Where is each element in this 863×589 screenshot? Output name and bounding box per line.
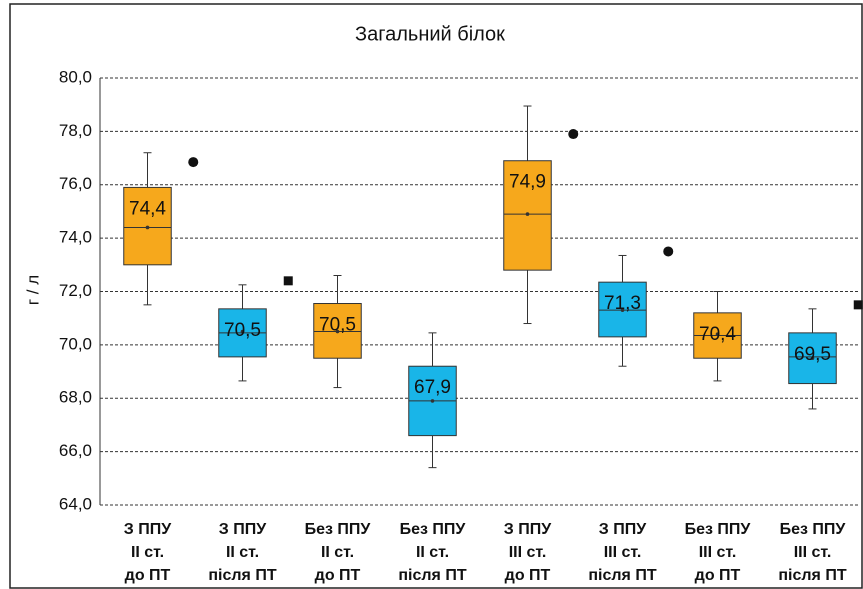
x-tick-label: до ПТ [505,567,551,584]
x-tick-label: ІІІ ст. [604,544,642,561]
x-tick-label: до ПТ [315,567,361,584]
mean-label: 67,9 [414,377,451,398]
mean-point [715,332,720,337]
x-tick-label: З ППУ [124,521,172,538]
x-tick-label: ІІ ст. [416,544,449,561]
x-tick-label: Без ППУ [400,521,467,538]
x-tick-label: ІІІ ст. [509,544,547,561]
mean-label: 70,4 [699,324,736,345]
x-tick-label: З ППУ [219,521,267,538]
frame [9,3,863,589]
x-tick-label: ІІІ ст. [699,544,737,561]
x-tick-label: З ППУ [599,521,647,538]
x-tick-label: ІІ ст. [321,544,354,561]
y-tick-label: 74,0 [59,228,92,247]
x-tick-label: після ПТ [398,567,466,584]
x-tick-label: до ПТ [695,567,741,584]
x-tick-label: до ПТ [125,567,171,584]
marker [663,246,674,257]
x-tick-label: Без ППУ [305,521,372,538]
y-tick-label: 80,0 [59,67,92,86]
mean-label: 70,5 [319,315,356,336]
marker [188,157,199,168]
mean-point [335,329,340,334]
y-tick-label: 78,0 [59,121,92,140]
mean-point [810,356,815,361]
x-tick-label: після ПТ [778,567,846,584]
mean-point [240,329,245,334]
y-tick-label: 64,0 [59,494,92,513]
marker [283,276,293,286]
chart-title: Загальний білок [355,23,505,45]
mean-point [145,225,150,230]
box [598,281,647,338]
y-axis-label: г / л [23,275,42,305]
mean-point [620,308,625,312]
x-tick-label: після ПТ [208,567,276,584]
marker [568,129,579,140]
x-tick-label: Без ППУ [780,521,847,538]
mean-point [525,212,530,216]
mean-label: 74,4 [129,198,166,219]
y-tick-label: 68,0 [59,388,92,407]
y-tick-label: 66,0 [59,441,92,460]
y-tick-label: 76,0 [59,174,92,193]
x-tick-label: ІІІ ст. [794,544,832,561]
y-tick-label: 70,0 [59,334,92,353]
mean-label: 71,3 [604,293,641,314]
mean-label: 70,5 [224,320,261,341]
x-tick-label: Без ППУ [685,521,752,538]
mean-label: 69,5 [794,344,831,365]
x-tick-label: після ПТ [588,567,656,584]
x-tick-label: ІІ ст. [131,544,164,561]
marker [853,300,863,310]
mean-label: 74,9 [509,172,546,193]
x-tick-label: ІІ ст. [226,544,259,561]
mean-point [430,399,435,403]
x-tick-label: З ППУ [504,521,552,538]
y-tick-label: 72,0 [59,281,92,300]
